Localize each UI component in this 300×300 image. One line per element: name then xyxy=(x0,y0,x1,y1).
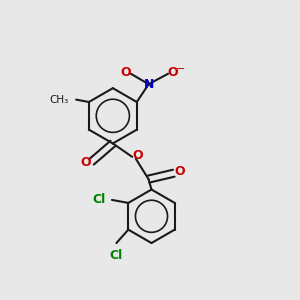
Text: −: − xyxy=(176,64,185,74)
Text: O: O xyxy=(174,165,185,178)
Text: N: N xyxy=(143,78,154,91)
Text: Cl: Cl xyxy=(93,194,106,206)
Text: O: O xyxy=(167,66,178,79)
Text: Cl: Cl xyxy=(110,249,123,262)
Text: CH₃: CH₃ xyxy=(50,94,69,105)
Text: O: O xyxy=(121,66,131,79)
Text: O: O xyxy=(81,156,92,169)
Text: O: O xyxy=(132,149,143,162)
